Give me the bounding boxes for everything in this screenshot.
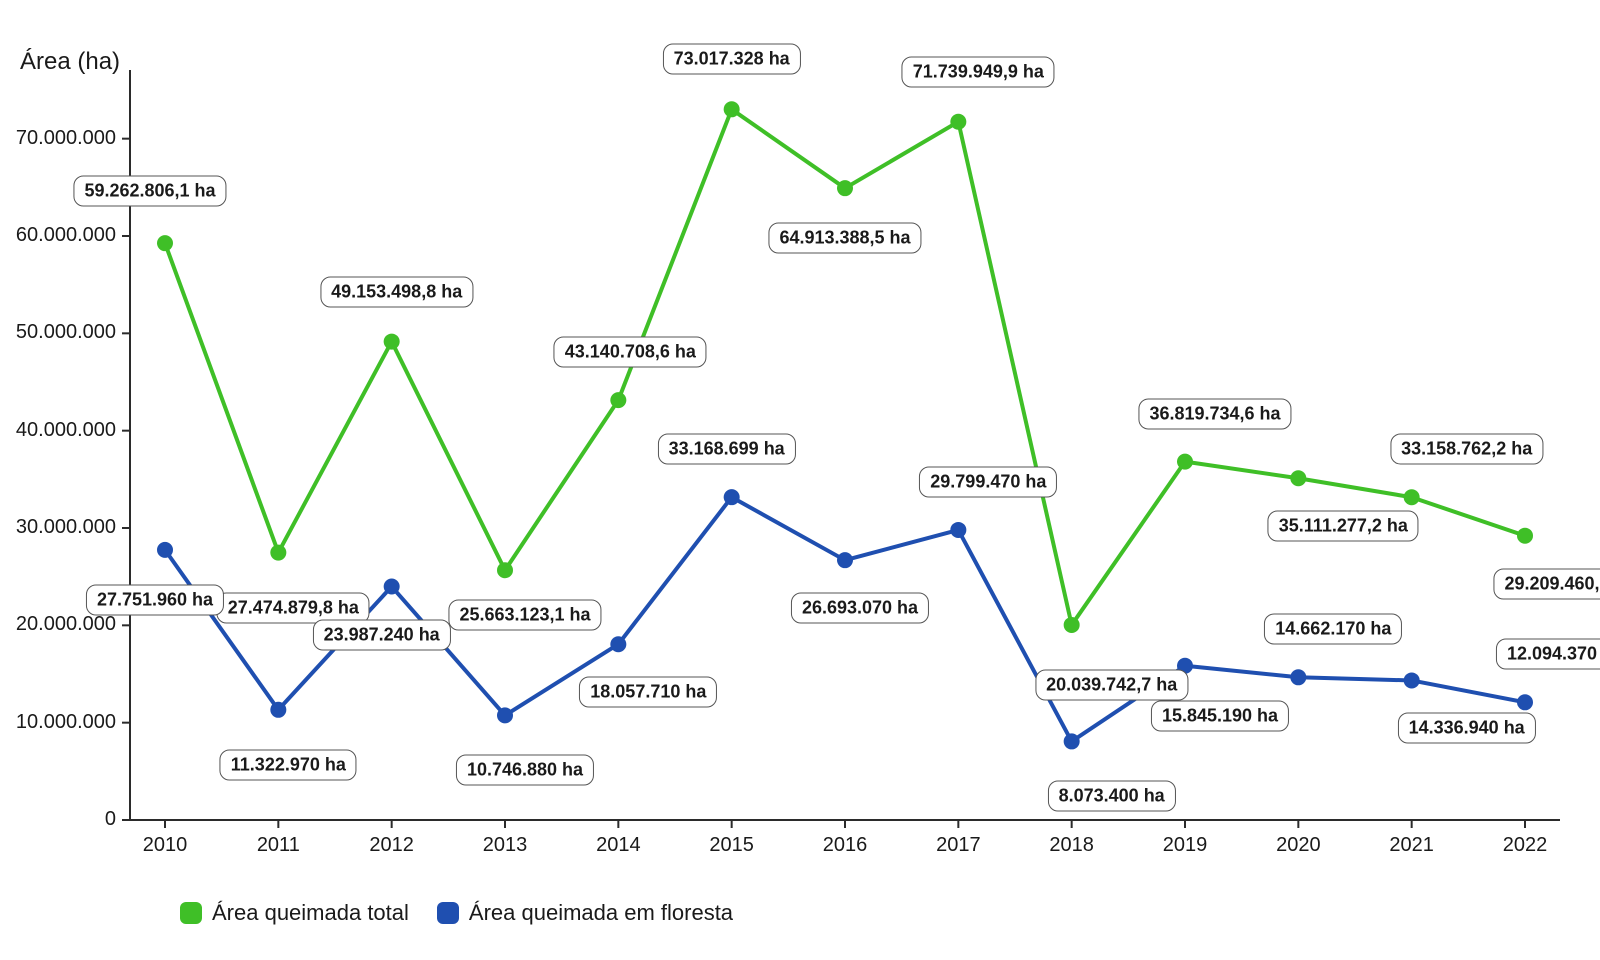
y-tick-label: 60.000.000	[16, 224, 116, 247]
x-tick-label: 2011	[248, 834, 308, 857]
data-label: 23.987.240 ha	[313, 619, 451, 650]
data-label: 64.913.388,5 ha	[768, 223, 921, 254]
data-label: 36.819.734,6 ha	[1138, 398, 1291, 429]
y-tick-label: 10.000.000	[16, 711, 116, 734]
x-tick-label: 2014	[588, 834, 648, 857]
data-label: 29.209.460,7 ha	[1493, 568, 1600, 599]
data-label: 12.094.370 ha	[1496, 639, 1600, 670]
y-tick-label: 30.000.000	[16, 516, 116, 539]
x-tick-label: 2012	[362, 834, 422, 857]
x-tick-label: 2015	[702, 834, 762, 857]
data-label: 26.693.070 ha	[791, 593, 929, 624]
x-tick-label: 2017	[928, 834, 988, 857]
legend-label: Área queimada em floresta	[469, 900, 733, 926]
y-tick-label: 50.000.000	[16, 321, 116, 344]
chart-legend: Área queimada total Área queimada em flor…	[180, 900, 733, 926]
legend-item: Área queimada em floresta	[437, 900, 733, 926]
x-tick-label: 2020	[1268, 834, 1328, 857]
data-label: 11.322.970 ha	[220, 749, 357, 780]
data-label: 49.153.498,8 ha	[320, 276, 473, 307]
data-label: 27.751.960 ha	[86, 584, 224, 615]
data-label: 33.158.762,2 ha	[1390, 434, 1543, 465]
data-label: 14.336.940 ha	[1398, 713, 1536, 744]
data-label: 71.739.949,9 ha	[902, 56, 1055, 87]
data-label: 20.039.742,7 ha	[1035, 669, 1188, 700]
data-label: 43.140.708,6 ha	[554, 337, 707, 368]
x-tick-label: 2019	[1155, 834, 1215, 857]
data-label: 59.262.806,1 ha	[73, 176, 226, 207]
x-tick-label: 2018	[1042, 834, 1102, 857]
burned-area-chart: Área (ha) 0 10.000.000 20.000.000 30.000.00…	[0, 0, 1600, 960]
y-tick-label: 70.000.000	[16, 127, 116, 150]
y-tick-label: 20.000.000	[16, 613, 116, 636]
x-tick-label: 2013	[475, 834, 535, 857]
y-tick-label: 0	[105, 808, 116, 831]
legend-swatch	[180, 902, 202, 924]
data-label: 33.168.699 ha	[658, 434, 796, 465]
data-label: 73.017.328 ha	[663, 44, 801, 75]
legend-label: Área queimada total	[212, 900, 409, 926]
y-tick-label: 40.000.000	[16, 419, 116, 442]
data-label: 25.663.123,1 ha	[448, 600, 601, 631]
data-label: 35.111.277,2 ha	[1268, 511, 1419, 542]
legend-swatch	[437, 902, 459, 924]
data-label: 14.662.170 ha	[1264, 614, 1402, 645]
x-tick-label: 2016	[815, 834, 875, 857]
data-label: 15.845.190 ha	[1151, 700, 1289, 731]
data-label: 18.057.710 ha	[579, 677, 717, 708]
x-tick-label: 2022	[1495, 834, 1555, 857]
data-label: 10.746.880 ha	[456, 755, 594, 786]
legend-item: Área queimada total	[180, 900, 409, 926]
chart-svg	[0, 0, 1600, 960]
y-axis-title: Área (ha)	[20, 48, 120, 76]
data-label: 8.073.400 ha	[1048, 781, 1176, 812]
data-label: 29.799.470 ha	[919, 466, 1057, 497]
x-tick-label: 2010	[135, 834, 195, 857]
x-tick-label: 2021	[1382, 834, 1442, 857]
